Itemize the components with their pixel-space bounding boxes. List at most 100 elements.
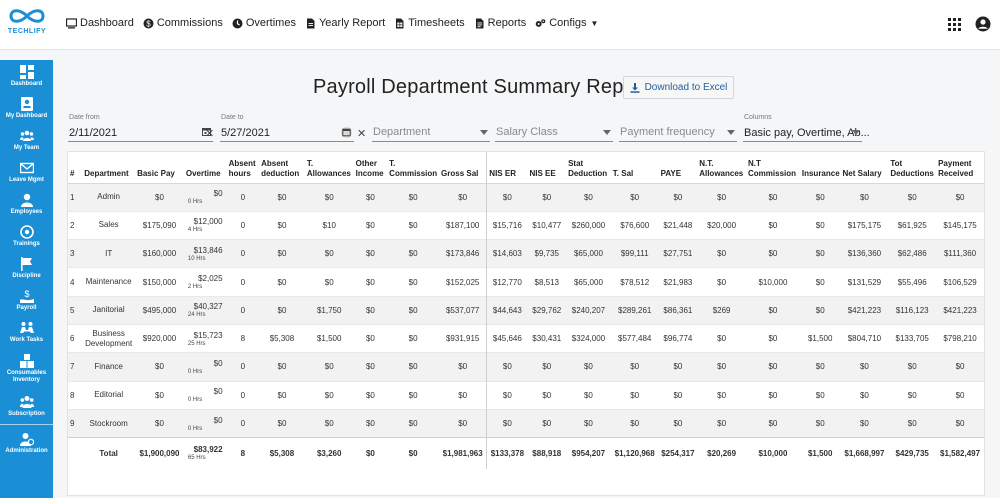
sidebar-item-my-dashboard[interactable]: My Dashboard <box>0 92 53 124</box>
col-header[interactable]: Absent hours <box>226 152 260 184</box>
table-cell: $0 <box>799 210 841 240</box>
col-header[interactable]: Overtime <box>183 152 227 184</box>
table-cell: $20,000 <box>697 210 746 240</box>
table-cell: $8,513 <box>527 267 567 297</box>
overtime-cell: $13,846 10 Hrs <box>183 239 227 268</box>
table-row: 8 Editorial $0 $0 0 Hrs 0 $0 $0 $0 $0 $0 $0 $0 $0 $0 $0… <box>68 380 984 410</box>
col-header[interactable]: N.T. Allowances <box>697 152 746 184</box>
col-header[interactable]: Absent deduction <box>259 152 305 184</box>
table-cell: $1,500 <box>304 323 354 353</box>
nav-yearly-report[interactable]: Yearly Report <box>305 17 385 29</box>
table-cell: $289,261 <box>610 295 659 325</box>
overtime-amount: $83,922 <box>193 445 223 455</box>
sidebar-item-discipline[interactable]: Discipline <box>0 252 53 284</box>
table-cell: $254,317 <box>658 437 698 469</box>
col-header[interactable]: T. Allowances <box>304 152 354 184</box>
table-cell: $1,582,497 <box>936 437 984 469</box>
table-cell: $111,360 <box>936 239 984 268</box>
col-header[interactable]: Basic Pay <box>135 152 184 184</box>
col-header[interactable]: Department <box>82 152 136 184</box>
calendar-icon[interactable] <box>341 127 352 138</box>
sidebar-item-work-tasks[interactable]: Work Tasks <box>0 316 53 348</box>
apps-grid-icon[interactable] <box>948 17 961 36</box>
col-header[interactable]: Net Salary <box>840 152 889 184</box>
table-cell: $0 <box>658 380 698 410</box>
nav-commissions[interactable]: $ Commissions <box>143 17 223 29</box>
overtime-hours: 4 Hrs <box>187 227 203 234</box>
sidebar-item-administration[interactable]: Administration <box>0 427 53 459</box>
sidebar-item-dashboard[interactable]: Dashboard <box>0 60 53 92</box>
table-cell: $0 <box>610 352 659 382</box>
calendar-icon[interactable] <box>202 127 211 136</box>
table-cell: $0 <box>936 380 984 410</box>
col-header[interactable]: PAYE <box>658 152 698 184</box>
table-cell: $21,983 <box>658 267 698 297</box>
table-cell <box>68 437 83 469</box>
table-cell: $0 <box>697 408 746 438</box>
dollar-circle-icon: $ <box>143 18 154 29</box>
download-excel-button[interactable]: Download to Excel <box>623 76 734 99</box>
col-header[interactable]: NIS EE <box>527 152 567 184</box>
payment-frequency-select[interactable]: Payment frequency <box>619 112 737 142</box>
nav-configs-dropdown[interactable]: Configs ▼ <box>535 17 598 29</box>
department-cell: Stockroom <box>82 408 136 438</box>
nav-dashboard[interactable]: Dashboard <box>66 17 134 29</box>
table-cell: $0 <box>387 380 440 410</box>
table-cell: $0 <box>259 408 305 438</box>
table-cell: $152,025 <box>439 267 487 297</box>
sidebar-item-subscription[interactable]: Subscription <box>0 390 53 422</box>
table-cell: $29,762 <box>527 295 567 325</box>
nav-reports[interactable]: Reports <box>474 17 526 29</box>
columns-select[interactable]: Columns Basic pay, Overtime, Ab... <box>743 112 870 142</box>
table-cell: $10,477 <box>527 210 567 240</box>
table-cell: 0 <box>226 295 260 325</box>
col-header[interactable]: Insurance <box>799 152 841 184</box>
table-cell: $76,600 <box>610 210 659 240</box>
col-header[interactable]: Tot Deductions <box>888 152 937 184</box>
col-header[interactable]: Stat Deduction <box>566 152 611 184</box>
sidebar-item-my-team[interactable]: My Team <box>0 124 53 156</box>
department-select[interactable]: Department <box>372 112 490 142</box>
col-header[interactable]: Other Income <box>353 152 388 184</box>
table-cell: $0 <box>135 352 184 382</box>
logo-icon <box>9 9 45 23</box>
trainings-icon <box>19 224 34 239</box>
sidebar-item-trainings[interactable]: Trainings <box>0 220 53 252</box>
clear-date-from-icon[interactable]: ✕ <box>205 128 215 140</box>
department-cell: IT <box>82 239 136 268</box>
nav-timesheets[interactable]: Timesheets <box>394 17 465 29</box>
table-cell: $173,846 <box>439 239 487 268</box>
nav-overtimes[interactable]: Overtimes <box>232 17 296 29</box>
col-header[interactable]: # <box>68 152 83 184</box>
date-from-field[interactable]: Date from 2/11/2021 <box>68 112 213 142</box>
col-header[interactable]: Payment Received <box>936 152 984 184</box>
clear-date-to-icon[interactable]: ✕ <box>357 128 367 140</box>
table-cell: $0 <box>259 182 305 212</box>
user-account-icon[interactable] <box>975 16 991 37</box>
table-cell: $0 <box>697 182 746 212</box>
table-cell: $0 <box>799 239 841 268</box>
col-header[interactable]: T. Sal <box>610 152 659 184</box>
sidebar-item-employees[interactable]: Employees <box>0 188 53 220</box>
col-header[interactable]: Gross Sal <box>439 152 487 184</box>
table-cell: $0 <box>387 239 440 268</box>
col-header[interactable]: T. Commission <box>387 152 440 184</box>
table-cell: $429,735 <box>888 437 937 469</box>
download-icon <box>630 82 640 93</box>
col-header[interactable]: NIS ER <box>486 152 528 184</box>
sidebar-item-consumables-inventory[interactable]: Consumables Inventory <box>0 348 53 390</box>
techlify-logo[interactable]: TECHLIFY <box>4 3 50 47</box>
sidebar-item-leave-mgmt[interactable]: Leave Mgmt <box>0 156 53 188</box>
table-cell: $0 <box>304 182 354 212</box>
people-tasks-icon <box>19 321 34 333</box>
sidebar-item-payroll[interactable]: $ Payroll <box>16 288 37 311</box>
row-number: 6 <box>68 323 83 353</box>
table-cell: $133,378 <box>486 437 528 469</box>
department-cell: Business Development <box>82 323 136 353</box>
col-header[interactable]: N.T Commission <box>746 152 800 184</box>
table-cell: $0 <box>439 182 487 212</box>
overtime-cell: $0 0 Hrs <box>183 380 227 410</box>
salary-class-select[interactable]: Salary Class <box>495 112 613 142</box>
date-to-field[interactable]: Date to 5/27/2021 <box>220 112 354 142</box>
overtime-amount: $2,025 <box>198 274 223 284</box>
